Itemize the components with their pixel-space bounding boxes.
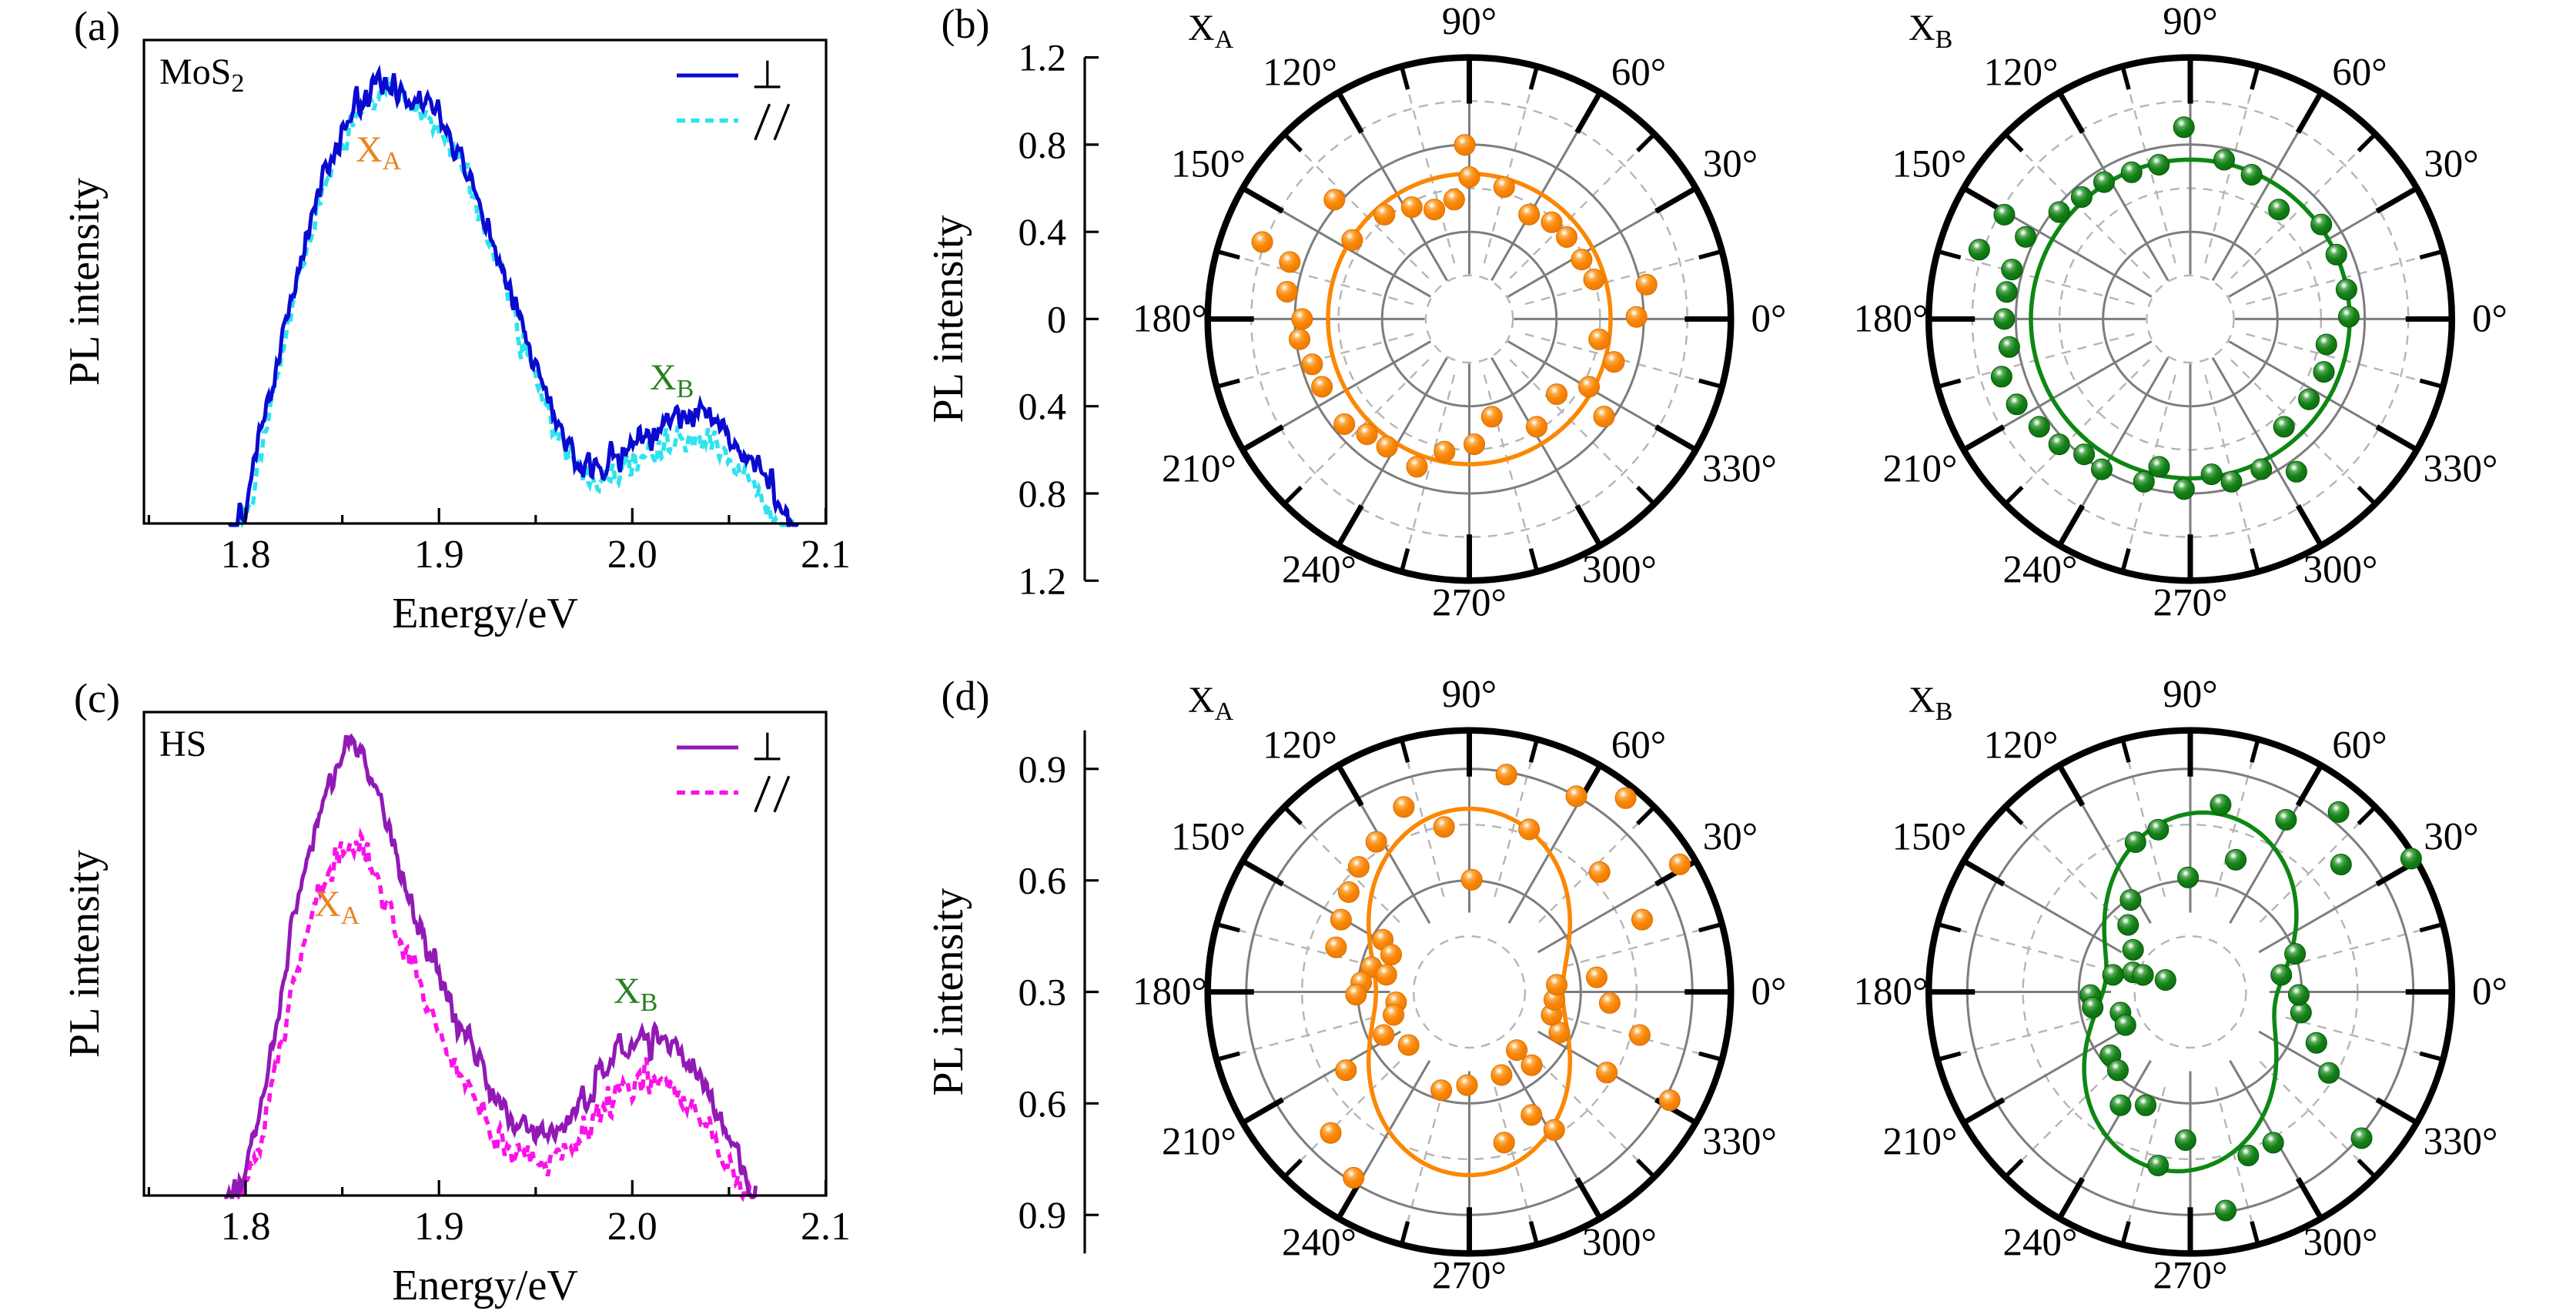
svg-text:180°: 180° <box>1132 971 1207 1014</box>
svg-text:0: 0 <box>1047 297 1066 340</box>
svg-text:240°: 240° <box>1282 548 1357 591</box>
svg-text:90°: 90° <box>1442 0 1497 43</box>
svg-text:270°: 270° <box>1432 581 1507 624</box>
svg-text:0°: 0° <box>2472 971 2507 1014</box>
svg-text:0.4: 0.4 <box>1019 385 1067 428</box>
svg-text:60°: 60° <box>1611 724 1666 768</box>
svg-text:0.9: 0.9 <box>1019 1193 1067 1236</box>
svg-text:1.8: 1.8 <box>221 533 271 577</box>
svg-text:2.1: 2.1 <box>801 1205 851 1249</box>
svg-text:180°: 180° <box>1854 971 1929 1014</box>
svg-text:PL intensity: PL intensity <box>61 850 109 1058</box>
svg-text:XA: XA <box>1188 680 1234 726</box>
svg-text:0.3: 0.3 <box>1019 971 1067 1014</box>
svg-text:330°: 330° <box>1702 1121 1777 1164</box>
svg-text:270°: 270° <box>1432 1255 1507 1298</box>
svg-text:2.0: 2.0 <box>607 1205 657 1249</box>
svg-text:330°: 330° <box>2424 447 2498 490</box>
svg-text:0.8: 0.8 <box>1019 472 1067 515</box>
svg-text:120°: 120° <box>1263 724 1337 768</box>
svg-text:90°: 90° <box>2163 0 2217 43</box>
svg-text:60°: 60° <box>1611 51 1666 94</box>
svg-text:(a): (a) <box>74 3 120 49</box>
svg-text:0°: 0° <box>2472 297 2507 340</box>
svg-text:270°: 270° <box>2153 1255 2228 1298</box>
svg-text:30°: 30° <box>1703 816 1758 859</box>
svg-text:PL intensity: PL intensity <box>925 215 972 423</box>
svg-text:210°: 210° <box>1883 447 1958 490</box>
svg-text:Energy/eV: Energy/eV <box>392 1262 578 1309</box>
svg-text:Energy/eV: Energy/eV <box>392 590 578 637</box>
svg-text:1.2: 1.2 <box>1019 36 1067 79</box>
svg-text:MoS2: MoS2 <box>159 52 244 98</box>
svg-text:0.8: 0.8 <box>1019 123 1067 166</box>
svg-text:(d): (d) <box>942 673 990 719</box>
svg-text:180°: 180° <box>1132 297 1207 340</box>
svg-text:150°: 150° <box>1171 142 1246 186</box>
svg-text:XB: XB <box>1909 680 1952 726</box>
svg-text:240°: 240° <box>2003 548 2078 591</box>
svg-text:0.9: 0.9 <box>1019 747 1067 791</box>
svg-text:150°: 150° <box>1171 816 1246 859</box>
svg-text:120°: 120° <box>1984 724 2059 768</box>
svg-text:240°: 240° <box>2003 1222 2078 1265</box>
svg-text:30°: 30° <box>2424 142 2478 186</box>
svg-text:60°: 60° <box>2332 51 2387 94</box>
svg-text:(b): (b) <box>942 1 990 47</box>
svg-text:1.9: 1.9 <box>414 1205 464 1249</box>
svg-text:30°: 30° <box>2424 816 2478 859</box>
svg-text:150°: 150° <box>1892 142 1967 186</box>
svg-text:300°: 300° <box>1582 548 1657 591</box>
svg-text:90°: 90° <box>1442 674 1497 717</box>
svg-text:240°: 240° <box>1282 1222 1357 1265</box>
svg-text:60°: 60° <box>2332 724 2387 768</box>
svg-text:330°: 330° <box>2424 1121 2498 1164</box>
svg-text:1.8: 1.8 <box>221 1205 271 1249</box>
svg-text:150°: 150° <box>1892 816 1967 859</box>
svg-text:PL intensity: PL intensity <box>61 178 109 386</box>
svg-text:90°: 90° <box>2163 674 2217 717</box>
svg-text:1.9: 1.9 <box>414 533 464 577</box>
svg-text:0.6: 0.6 <box>1019 859 1067 902</box>
svg-text:0.4: 0.4 <box>1019 210 1067 253</box>
svg-text:210°: 210° <box>1162 447 1236 490</box>
svg-text:180°: 180° <box>1854 297 1929 340</box>
svg-text:120°: 120° <box>1984 51 2059 94</box>
svg-text:2.0: 2.0 <box>607 533 657 577</box>
svg-text:(c): (c) <box>74 675 120 721</box>
svg-text:210°: 210° <box>1162 1121 1236 1164</box>
svg-text:300°: 300° <box>2303 548 2378 591</box>
svg-text:1.2: 1.2 <box>1019 559 1067 602</box>
svg-text:330°: 330° <box>1702 447 1777 490</box>
svg-text:HS: HS <box>159 724 206 764</box>
svg-text:120°: 120° <box>1263 51 1337 94</box>
svg-text:0°: 0° <box>1751 297 1787 340</box>
svg-text:XA: XA <box>356 129 402 176</box>
svg-text:300°: 300° <box>1582 1222 1657 1265</box>
svg-text:270°: 270° <box>2153 581 2228 624</box>
svg-text:0°: 0° <box>1751 971 1787 1014</box>
svg-text:0.6: 0.6 <box>1019 1082 1067 1125</box>
svg-text:30°: 30° <box>1703 142 1758 186</box>
svg-text:2.1: 2.1 <box>801 533 851 577</box>
svg-text:210°: 210° <box>1883 1121 1958 1164</box>
svg-text:300°: 300° <box>2303 1222 2378 1265</box>
svg-text:PL intensity: PL intensity <box>925 888 972 1095</box>
